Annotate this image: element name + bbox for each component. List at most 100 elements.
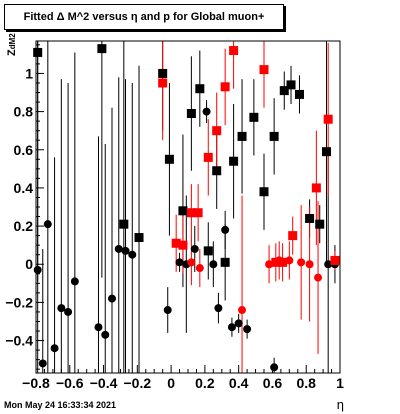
red-square-marker bbox=[178, 240, 188, 250]
x-tick-label: 1 bbox=[336, 375, 344, 391]
y-axis-label: ZdM2 bbox=[6, 33, 18, 56]
black-square-marker bbox=[305, 213, 315, 223]
black-circle-marker bbox=[234, 319, 243, 328]
red-square-marker bbox=[311, 183, 321, 193]
red-circle-marker bbox=[265, 260, 274, 269]
black-circle-marker bbox=[64, 307, 73, 316]
x-tick-label: −0.4 bbox=[90, 375, 118, 391]
markers-layer bbox=[33, 44, 340, 372]
black-circle-marker bbox=[114, 244, 123, 253]
black-circle-marker bbox=[57, 304, 66, 313]
black-circle-marker bbox=[33, 265, 42, 274]
y-axis-label-main: Z bbox=[6, 49, 18, 56]
black-square-marker bbox=[186, 109, 196, 119]
red-square-marker bbox=[171, 238, 181, 248]
black-square-marker bbox=[134, 233, 144, 243]
black-square-marker bbox=[33, 47, 43, 57]
black-circle-marker bbox=[221, 225, 230, 234]
black-circle-marker bbox=[190, 244, 199, 253]
chart-title: Fitted Δ M^2 versus η and p for Global m… bbox=[23, 11, 265, 23]
black-circle-marker bbox=[202, 107, 211, 116]
red-circle-marker bbox=[305, 260, 314, 269]
red-square-marker bbox=[323, 114, 333, 124]
black-circle-marker bbox=[324, 260, 333, 269]
black-square-marker bbox=[229, 156, 239, 166]
red-square-marker bbox=[186, 208, 196, 218]
black-circle-marker bbox=[243, 325, 252, 334]
black-square-marker bbox=[237, 131, 247, 141]
black-square-marker bbox=[321, 147, 331, 157]
black-square-marker bbox=[195, 84, 205, 94]
black-square-marker bbox=[315, 219, 325, 229]
black-circle-marker bbox=[70, 277, 79, 286]
red-circle-marker bbox=[238, 306, 247, 315]
red-circle-marker bbox=[285, 256, 294, 265]
black-square-marker bbox=[279, 86, 289, 96]
black-square-marker bbox=[119, 219, 129, 229]
black-circle-marker bbox=[43, 220, 52, 229]
red-square-marker bbox=[288, 231, 298, 241]
red-square-marker bbox=[212, 126, 222, 136]
y-tick-label: 0.6 bbox=[14, 142, 34, 158]
black-square-marker bbox=[158, 68, 168, 78]
red-square-marker bbox=[330, 255, 340, 265]
red-square-marker bbox=[158, 78, 168, 88]
black-circle-marker bbox=[101, 330, 110, 339]
black-circle-marker bbox=[121, 246, 130, 255]
black-square-marker bbox=[249, 112, 259, 122]
red-square-marker bbox=[220, 82, 230, 92]
black-square-marker bbox=[220, 257, 230, 267]
red-circle-marker bbox=[314, 273, 323, 282]
black-square-marker bbox=[178, 206, 188, 216]
black-circle-marker bbox=[270, 363, 279, 372]
red-square-marker bbox=[193, 208, 203, 218]
datestamp: Mon May 24 16:33:34 2021 bbox=[4, 400, 117, 410]
black-square-marker bbox=[203, 246, 213, 256]
black-circle-marker bbox=[108, 294, 116, 303]
black-circle-marker bbox=[38, 359, 47, 368]
y-tick-label: 0.2 bbox=[14, 218, 34, 234]
black-square-marker bbox=[294, 89, 304, 99]
y-axis-ticks: −0.4 −0.2 0 0.2 0.4 0.6 0.8 1 bbox=[5, 44, 44, 370]
black-circle-marker bbox=[175, 258, 184, 267]
black-circle-marker bbox=[163, 306, 172, 315]
x-axis-ticks: −0.8 −0.6 −0.4 −0.2 0 0.2 0.4 0.6 0.8 1 bbox=[22, 365, 344, 391]
y-tick-label: 0.4 bbox=[14, 180, 34, 196]
y-tick-label: −0.2 bbox=[5, 294, 33, 310]
x-tick-label: 0 bbox=[167, 375, 175, 391]
red-circle-marker bbox=[275, 256, 284, 265]
red-square-marker bbox=[203, 152, 213, 162]
red-circle-marker bbox=[297, 258, 306, 267]
black-circle-marker bbox=[50, 344, 59, 353]
x-tick-label: 0.8 bbox=[296, 375, 316, 391]
black-square-marker bbox=[259, 187, 269, 197]
black-square-marker bbox=[269, 131, 279, 141]
black-circle-marker bbox=[214, 304, 223, 313]
title-box: Fitted Δ M^2 versus η and p for Global m… bbox=[4, 4, 284, 30]
red-square-marker bbox=[259, 65, 269, 75]
red-circle-marker bbox=[187, 258, 196, 267]
black-circle-marker bbox=[128, 250, 137, 259]
black-circle-marker bbox=[94, 323, 103, 332]
black-square-marker bbox=[212, 166, 222, 176]
y-axis-label-sub: dM2 bbox=[8, 33, 17, 50]
black-circle-marker bbox=[209, 260, 218, 269]
x-tick-label: −0.8 bbox=[22, 375, 50, 391]
x-tick-label: 0.2 bbox=[195, 375, 215, 391]
y-tick-label: 0 bbox=[25, 256, 33, 272]
red-circle-marker bbox=[195, 264, 204, 273]
x-tick-label: 0.4 bbox=[229, 375, 249, 391]
black-square-marker bbox=[286, 80, 296, 90]
y-tick-label: −0.4 bbox=[5, 333, 33, 349]
black-square-marker bbox=[164, 154, 174, 164]
x-axis-label: η bbox=[336, 397, 344, 412]
red-square-marker bbox=[229, 46, 239, 56]
black-circle-marker bbox=[227, 323, 236, 332]
y-tick-label: 0.8 bbox=[14, 104, 34, 120]
x-tick-label: −0.2 bbox=[124, 375, 152, 391]
x-tick-label: −0.6 bbox=[56, 375, 84, 391]
x-tick-label: 0.6 bbox=[263, 375, 283, 391]
plot-frame bbox=[35, 40, 341, 374]
black-square-marker bbox=[97, 44, 107, 54]
